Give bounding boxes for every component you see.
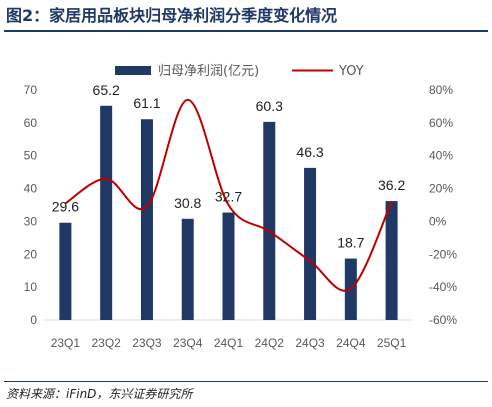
legend-bar-swatch xyxy=(115,66,151,75)
bars xyxy=(59,105,398,321)
x-axis-tick: 24Q2 xyxy=(255,336,285,350)
left-axis-tick: 50 xyxy=(24,149,38,163)
right-axis-tick: 80% xyxy=(429,83,453,97)
right-axis-tick: -40% xyxy=(429,280,457,294)
right-axis-tick: -20% xyxy=(429,247,457,261)
bar xyxy=(263,121,276,320)
left-axis-tick: 70 xyxy=(24,83,38,97)
bar xyxy=(304,167,317,320)
yoy-line xyxy=(64,98,393,292)
right-axis-tick: 20% xyxy=(429,182,453,196)
legend: 归母净利润(亿元) YOY xyxy=(115,64,364,79)
source-note: 资料来源：iFinD，东兴证券研究所 xyxy=(6,387,193,401)
bar xyxy=(100,105,113,321)
figure-title: 图2：家居用品板块归母净利润分季度变化情况 xyxy=(6,6,338,25)
x-axis-tick: 23Q4 xyxy=(173,336,203,350)
chart: 归母净利润(亿元) YOY 0 10 20 30 40 50 60 70 -60… xyxy=(24,64,458,350)
bar xyxy=(140,119,153,320)
yoy-series xyxy=(64,98,393,292)
bar-data-labels: 29.6 65.2 61.1 30.8 32.7 60.3 46.3 18.7 … xyxy=(52,82,406,251)
left-axis-tick: 60 xyxy=(24,116,38,130)
bar-data-label: 46.3 xyxy=(296,144,323,160)
x-axis-tick: 23Q1 xyxy=(51,336,81,350)
left-axis-tick: 10 xyxy=(24,280,38,294)
bar xyxy=(222,212,235,320)
x-axis-tick: 23Q2 xyxy=(91,336,121,350)
x-axis-tick: 24Q4 xyxy=(336,336,366,350)
x-axis-tick: 25Q1 xyxy=(377,336,407,350)
right-axis-tick: 0% xyxy=(429,214,447,228)
right-axis-tick: 60% xyxy=(429,116,453,130)
title-divider xyxy=(4,30,488,32)
legend-bar-label: 归母净利润(亿元) xyxy=(158,64,259,79)
right-y-axis: -60% -40% -20% 0% 20% 40% 60% 80% xyxy=(429,83,457,327)
bar-data-label: 32.7 xyxy=(215,189,242,205)
bar xyxy=(181,218,194,320)
bar-data-label: 65.2 xyxy=(93,82,120,98)
bar-data-label: 60.3 xyxy=(256,98,283,114)
x-axis-tick: 24Q3 xyxy=(295,336,325,350)
left-axis-tick: 30 xyxy=(24,214,38,228)
bar-data-label: 36.2 xyxy=(378,177,405,193)
left-axis-tick: 0 xyxy=(30,313,37,327)
bar-data-label: 18.7 xyxy=(337,235,364,251)
left-y-axis: 0 10 20 30 40 50 60 70 xyxy=(24,83,38,327)
bar xyxy=(59,222,72,320)
bar-data-label: 30.8 xyxy=(174,195,201,211)
legend-line-label: YOY xyxy=(338,64,364,79)
source-divider xyxy=(4,381,488,382)
right-axis-tick: 40% xyxy=(429,149,453,163)
x-axis: 23Q1 23Q2 23Q3 23Q4 24Q1 24Q2 24Q3 24Q4 … xyxy=(51,336,407,350)
left-axis-tick: 40 xyxy=(24,182,38,196)
x-axis-tick: 23Q3 xyxy=(132,336,162,350)
bar xyxy=(385,201,398,320)
left-axis-tick: 20 xyxy=(24,247,38,261)
right-axis-tick: -60% xyxy=(429,313,457,327)
x-axis-tick: 24Q1 xyxy=(214,336,244,350)
bar-data-label: 29.6 xyxy=(52,199,79,215)
bar-data-label: 61.1 xyxy=(133,95,160,111)
